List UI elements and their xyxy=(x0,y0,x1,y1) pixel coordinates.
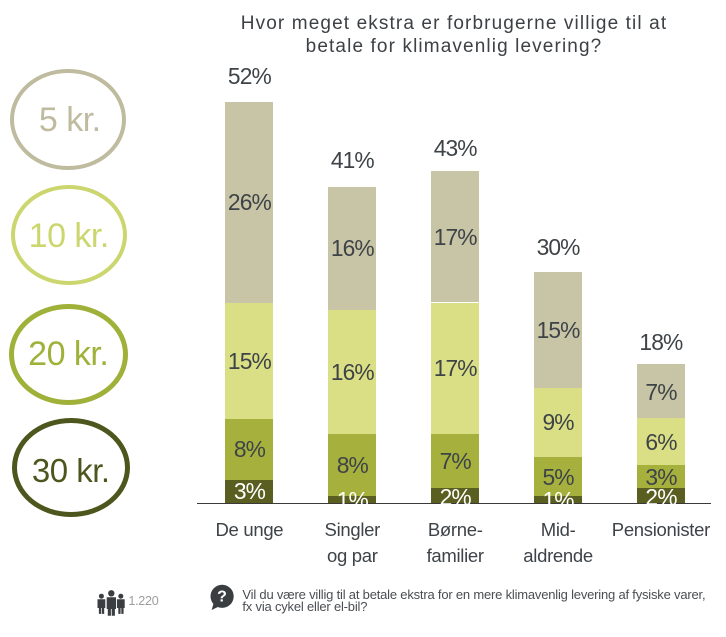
svg-text:?: ? xyxy=(217,589,227,606)
